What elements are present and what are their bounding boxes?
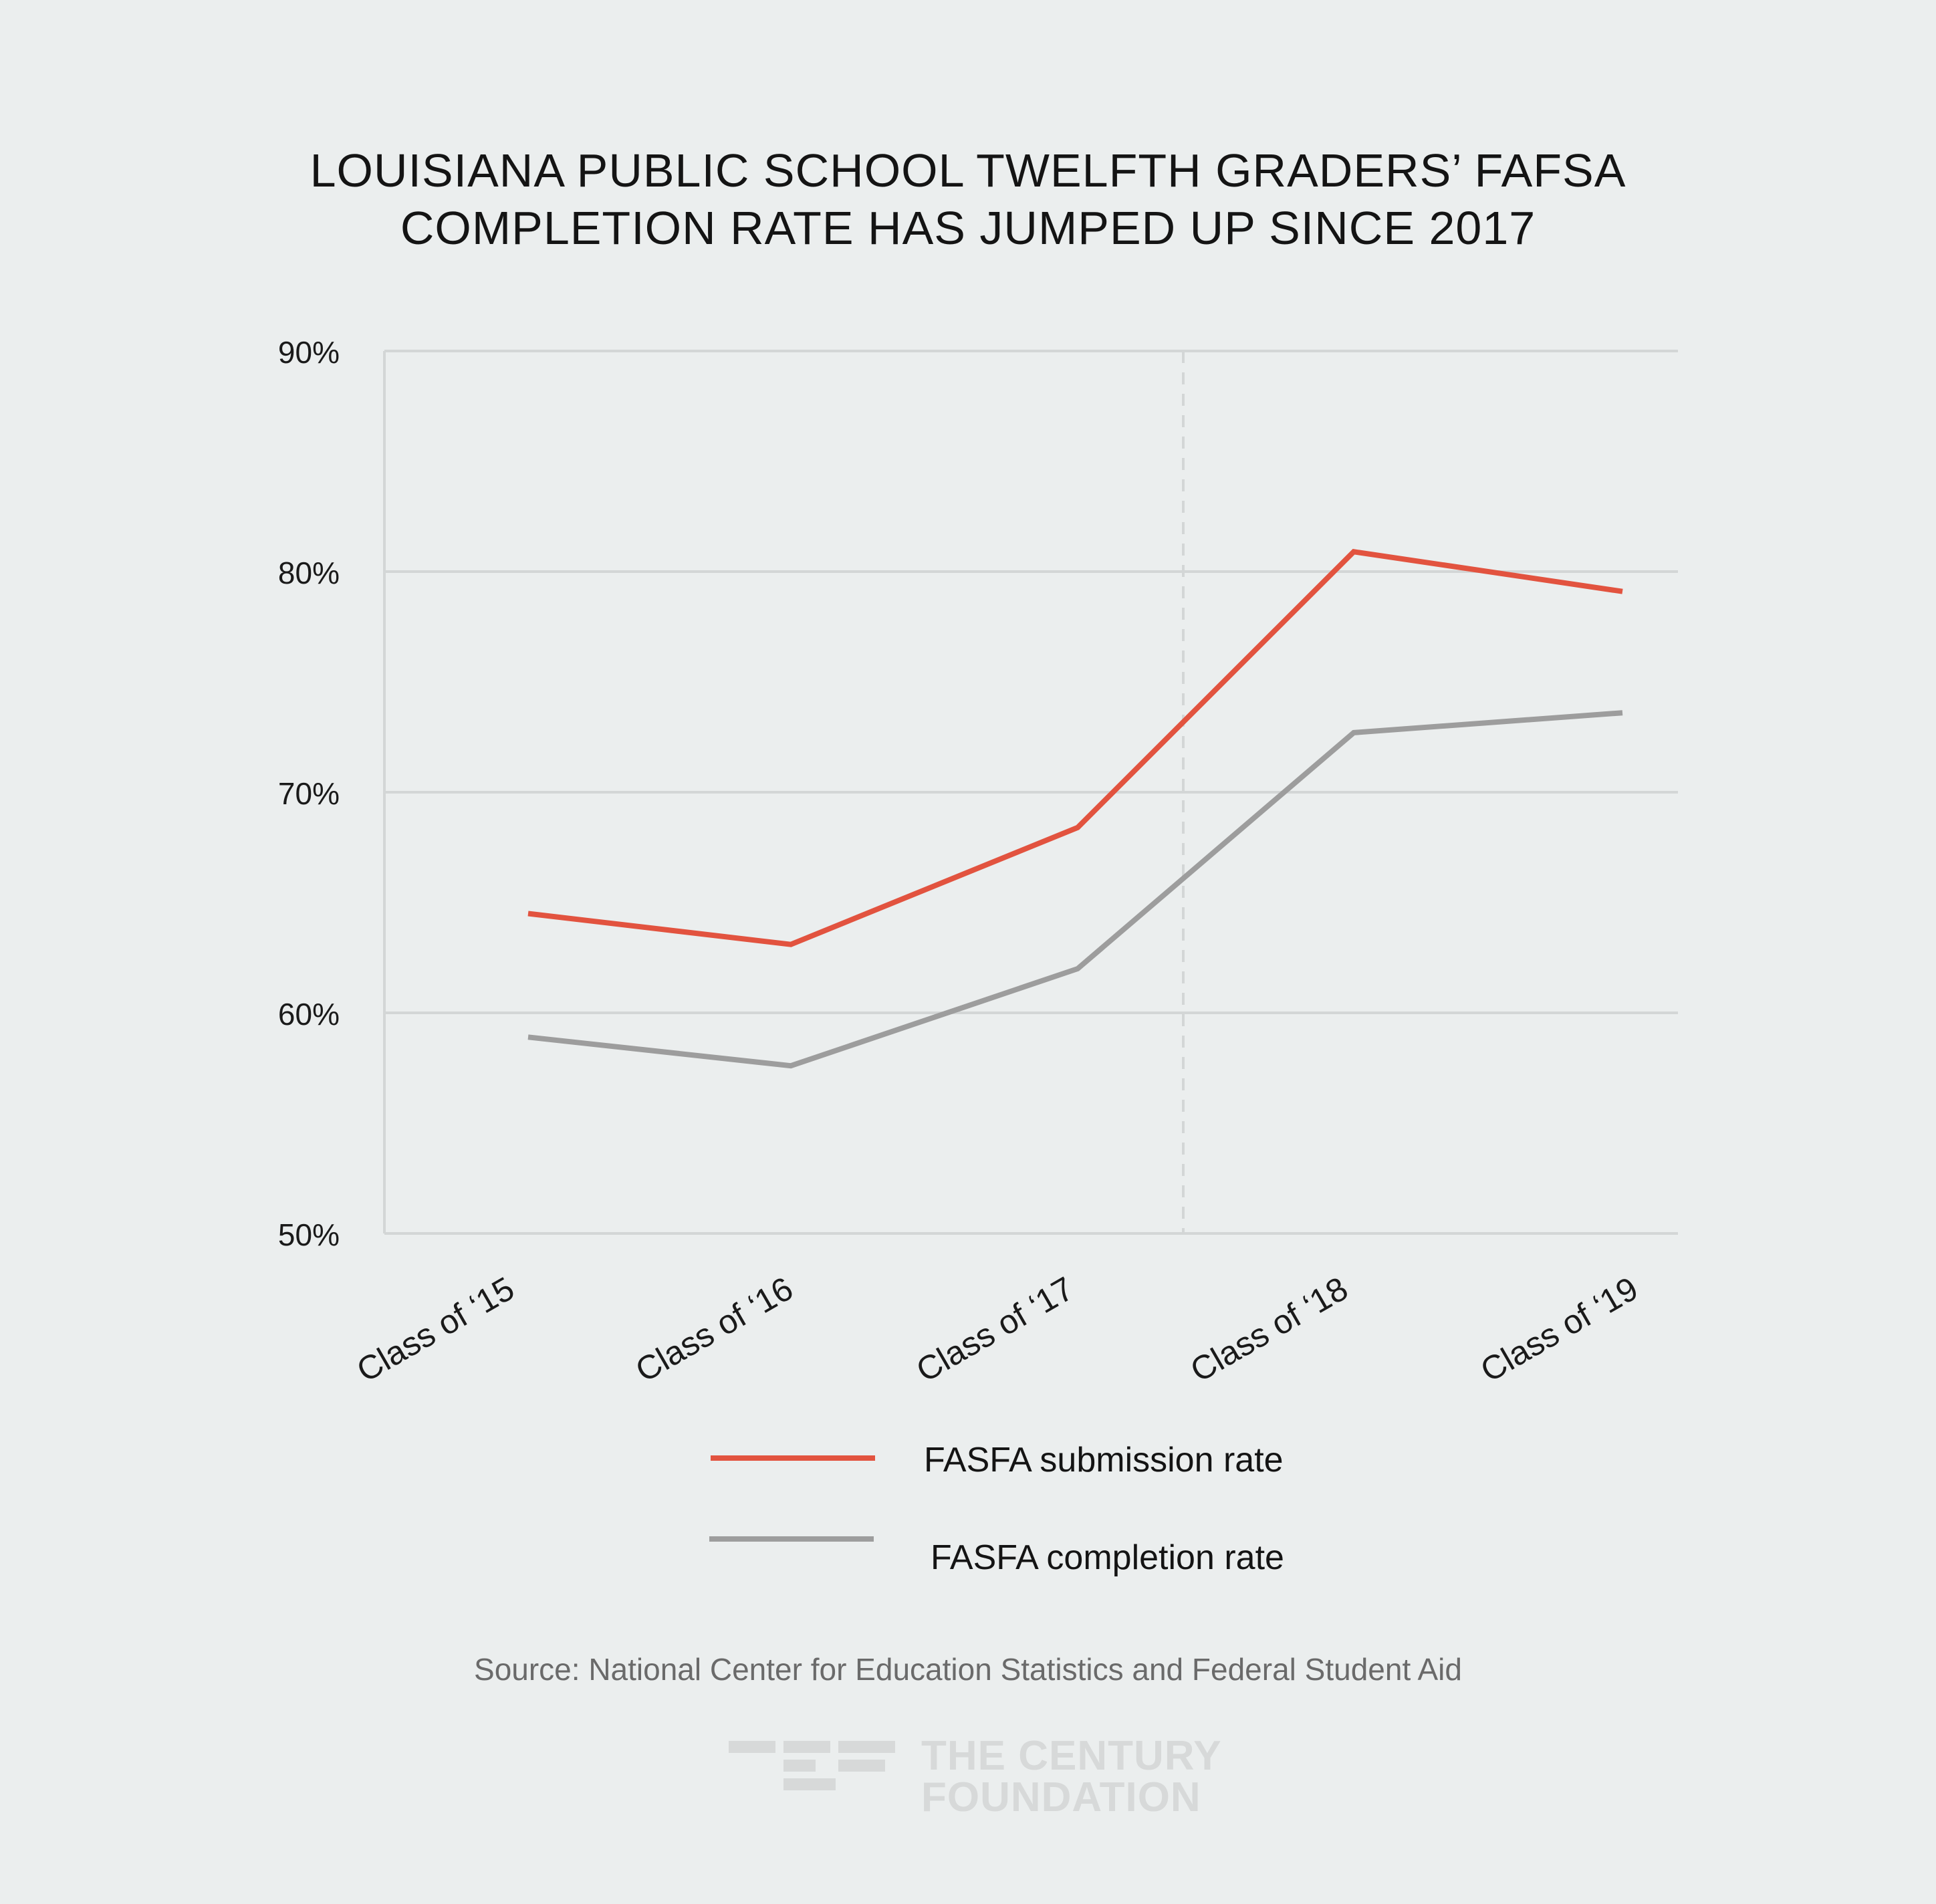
legend-label-completion: FASFA completion rate bbox=[931, 1538, 1284, 1577]
chart-title-line-1: LOUISIANA PUBLIC SCHOOL TWELFTH GRADERS’… bbox=[310, 144, 1626, 197]
logo-mark-bar bbox=[783, 1741, 830, 1753]
gridlines bbox=[384, 350, 1678, 1014]
y-tick-label: 90% bbox=[278, 335, 340, 370]
y-tick-label: 80% bbox=[278, 556, 340, 590]
x-tick-label: Class of ‘19 bbox=[1474, 1270, 1644, 1389]
legend-swatch-submission bbox=[711, 1455, 875, 1461]
axis-labels: 90% 80% 70% 60% 50% Class of ‘15 Class of ‘16 C… bbox=[278, 335, 1645, 1389]
logo-mark-bar bbox=[838, 1741, 895, 1753]
logo-mark-bar bbox=[729, 1741, 775, 1753]
series-line-submission bbox=[527, 549, 1623, 947]
x-tick-label: Class of ‘15 bbox=[350, 1270, 520, 1389]
axes bbox=[383, 351, 1678, 1235]
y-tick-label: 50% bbox=[278, 1217, 340, 1252]
legend-swatch-completion bbox=[709, 1536, 874, 1542]
series-line-completion bbox=[527, 710, 1623, 1069]
logo-text-line-1: THE CENTURY bbox=[921, 1733, 1222, 1779]
legend-label-submission: FASFA submission rate bbox=[924, 1441, 1284, 1479]
x-tick-label: Class of ‘17 bbox=[910, 1270, 1080, 1389]
series-lines bbox=[527, 549, 1623, 1069]
chart-title-line-2: COMPLETION RATE HAS JUMPED UP SINCE 2017 bbox=[400, 202, 1536, 254]
logo-text-line-2: FOUNDATION bbox=[921, 1774, 1201, 1820]
logo-mark-bar bbox=[838, 1760, 885, 1772]
source-note: Source: National Center for Education St… bbox=[474, 1652, 1462, 1687]
y-tick-label: 70% bbox=[278, 776, 340, 811]
logo-mark-bar bbox=[783, 1760, 816, 1772]
logo-mark-bar bbox=[783, 1778, 836, 1790]
x-tick-label: Class of ‘16 bbox=[629, 1270, 799, 1389]
x-tick-label: Class of ‘18 bbox=[1184, 1270, 1354, 1389]
y-tick-label: 60% bbox=[278, 997, 340, 1032]
